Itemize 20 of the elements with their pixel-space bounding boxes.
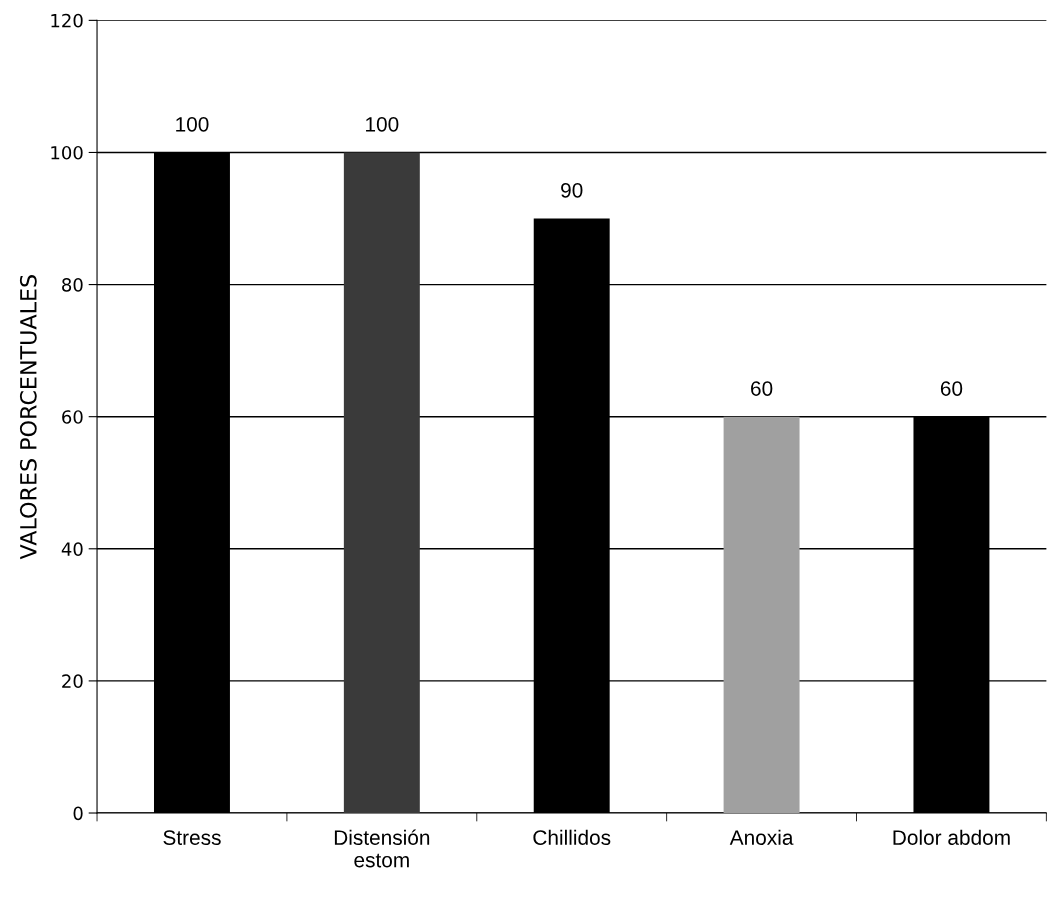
x-tick-label: Distensión estom bbox=[334, 829, 430, 868]
y-tick-label: 80 bbox=[62, 278, 83, 292]
y-tick-label: 120 bbox=[51, 13, 83, 28]
y-tick-label: 100 bbox=[51, 145, 83, 160]
data-label: 90 bbox=[561, 182, 583, 198]
data-label: 100 bbox=[176, 116, 209, 132]
data-label: 100 bbox=[366, 116, 399, 132]
y-tick-label: 0 bbox=[73, 806, 83, 821]
x-tick-label: Stress bbox=[163, 830, 221, 845]
y-tick-label: 20 bbox=[62, 674, 83, 689]
bar bbox=[343, 152, 420, 814]
y-tick-label: 60 bbox=[62, 410, 83, 424]
bar bbox=[723, 416, 800, 814]
data-label: 60 bbox=[751, 381, 773, 396]
x-tick-label: Anoxia bbox=[729, 829, 794, 845]
x-tick-label: Chillidos bbox=[533, 829, 611, 845]
y-axis-title: VALORES PORCENTUALES bbox=[19, 275, 37, 560]
y-tick-label: 40 bbox=[61, 542, 83, 556]
data-label: 60 bbox=[940, 381, 963, 396]
x-tick-label: Dolor abdom bbox=[893, 829, 1010, 845]
